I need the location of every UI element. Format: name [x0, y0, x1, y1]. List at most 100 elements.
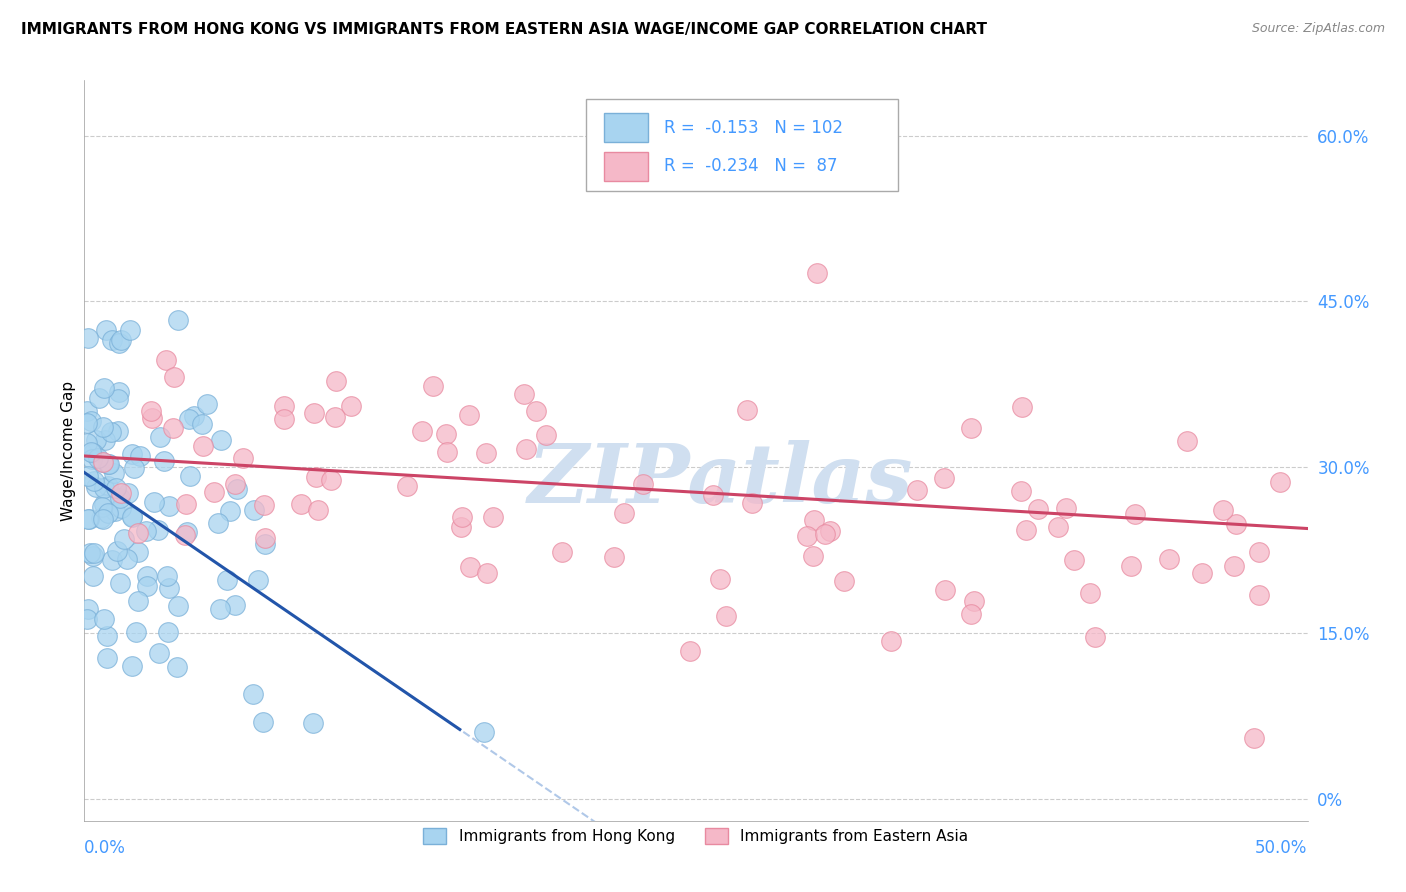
Text: R =  -0.153   N = 102: R = -0.153 N = 102 — [664, 119, 844, 136]
Point — [321, 473, 343, 487]
Point — [149, 430, 172, 444]
Point — [105, 544, 128, 558]
Point — [1078, 585, 1101, 599]
Point — [94, 323, 117, 337]
Point — [91, 419, 114, 434]
Point — [482, 510, 505, 524]
Point — [121, 509, 143, 524]
Text: 50.0%: 50.0% — [1256, 839, 1308, 857]
Point — [76, 613, 98, 627]
Point — [207, 516, 229, 530]
Point — [1175, 434, 1198, 449]
Point — [103, 466, 125, 480]
Point — [91, 500, 114, 514]
Point — [959, 607, 981, 621]
Point — [125, 624, 148, 639]
Point — [254, 531, 277, 545]
Point — [247, 573, 270, 587]
Point — [97, 479, 120, 493]
Point — [307, 502, 329, 516]
Point — [155, 353, 177, 368]
Point — [83, 545, 105, 559]
Point — [82, 446, 104, 460]
Point — [82, 549, 104, 564]
Point — [87, 451, 110, 466]
Text: 0.0%: 0.0% — [84, 839, 127, 857]
Point — [806, 266, 828, 280]
Point — [1063, 553, 1085, 567]
Point — [1223, 559, 1246, 574]
Point — [148, 646, 170, 660]
Point — [115, 551, 138, 566]
Point — [157, 581, 180, 595]
Point — [84, 480, 107, 494]
Point — [472, 725, 495, 739]
Point — [118, 323, 141, 337]
Point — [176, 524, 198, 539]
Point — [108, 491, 131, 505]
Point — [224, 598, 246, 612]
Point — [101, 334, 124, 348]
Point — [323, 410, 346, 425]
Point — [148, 524, 170, 538]
Point — [77, 601, 100, 615]
Point — [1026, 501, 1049, 516]
Point — [1015, 523, 1038, 537]
Text: ZIPatlas: ZIPatlas — [527, 440, 912, 520]
Point — [93, 612, 115, 626]
Point — [191, 417, 214, 432]
Point — [112, 532, 135, 546]
Text: R =  -0.234   N =  87: R = -0.234 N = 87 — [664, 157, 838, 175]
Point — [89, 391, 111, 405]
Point — [395, 479, 418, 493]
Point — [1159, 552, 1181, 566]
Point — [121, 658, 143, 673]
Point — [162, 421, 184, 435]
Point — [80, 414, 103, 428]
Point — [107, 385, 129, 400]
Point — [1010, 484, 1032, 499]
Point — [1191, 566, 1213, 581]
Point — [290, 497, 312, 511]
Point — [135, 569, 157, 583]
Point — [110, 501, 132, 516]
Point — [152, 453, 174, 467]
Point — [1054, 501, 1077, 516]
Point — [741, 496, 763, 510]
Point — [80, 444, 103, 458]
Point — [515, 442, 537, 457]
Point — [121, 447, 143, 461]
Point — [960, 421, 983, 435]
Point — [135, 524, 157, 538]
Point — [97, 507, 120, 521]
Point — [76, 404, 98, 418]
Point — [110, 333, 132, 347]
Point — [166, 659, 188, 673]
Point — [97, 457, 120, 471]
Point — [79, 546, 101, 560]
Point — [534, 428, 557, 442]
Point — [422, 379, 444, 393]
Point — [880, 633, 903, 648]
Point — [1243, 731, 1265, 745]
Point — [121, 508, 143, 523]
Point — [253, 498, 276, 512]
Point — [127, 594, 149, 608]
Point — [174, 497, 197, 511]
Point — [714, 608, 737, 623]
Point — [139, 404, 162, 418]
Point — [93, 481, 115, 495]
Point — [1011, 401, 1033, 415]
Point — [91, 511, 114, 525]
Point — [215, 573, 238, 587]
Text: IMMIGRANTS FROM HONG KONG VS IMMIGRANTS FROM EASTERN ASIA WAGE/INCOME GAP CORREL: IMMIGRANTS FROM HONG KONG VS IMMIGRANTS … — [21, 22, 987, 37]
Point — [195, 397, 218, 411]
Point — [232, 450, 254, 465]
Point — [93, 497, 115, 511]
Point — [735, 403, 758, 417]
Point — [633, 476, 655, 491]
Point — [1047, 520, 1070, 534]
Point — [224, 477, 246, 491]
Point — [156, 625, 179, 640]
Point — [340, 399, 363, 413]
